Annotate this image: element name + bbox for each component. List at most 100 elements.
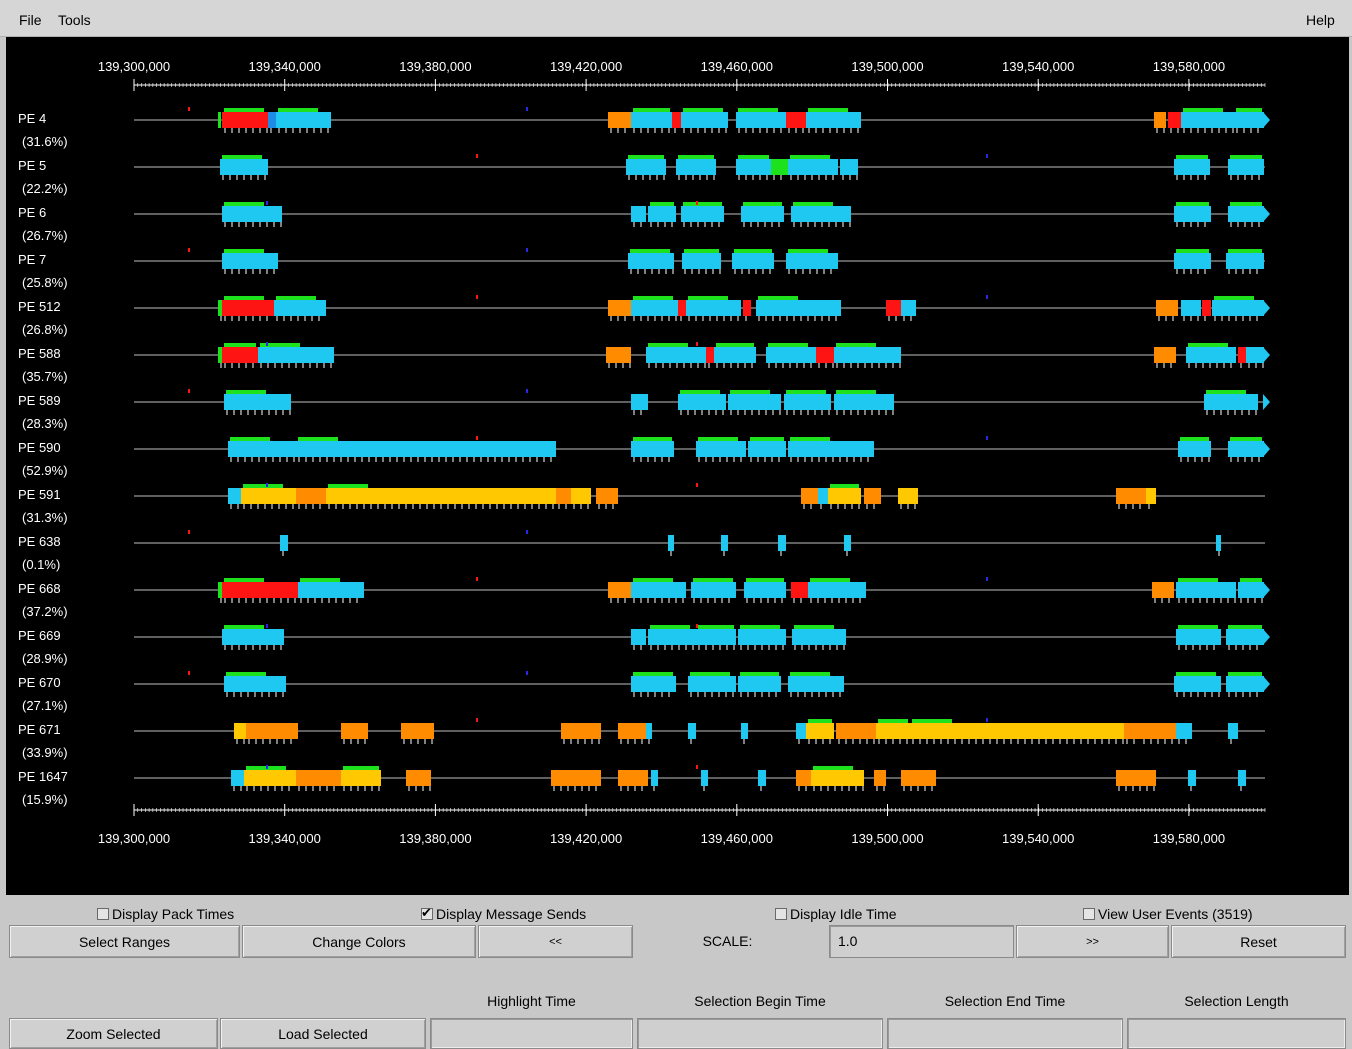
message-sends-checkbox-box[interactable] xyxy=(421,905,433,921)
pe-label: PE 590 xyxy=(18,440,61,455)
entry-block xyxy=(218,582,222,598)
pe-label: PE 668 xyxy=(18,581,61,596)
entry-block xyxy=(816,347,834,363)
user-event-mark xyxy=(986,295,988,299)
entry-block xyxy=(1176,723,1192,739)
bottom-tick-label: 139,380,000 xyxy=(399,831,471,846)
entry-block xyxy=(1204,394,1258,410)
pack-times-checkbox[interactable]: Display Pack Times xyxy=(97,906,234,922)
entry-block xyxy=(732,253,774,269)
selection-begin-label: Selection Begin Time xyxy=(694,993,826,1009)
entry-block xyxy=(741,206,784,222)
menu-tools[interactable]: Tools xyxy=(58,12,91,28)
menu-file[interactable]: File xyxy=(19,12,42,28)
entry-header xyxy=(300,578,340,582)
entry-block xyxy=(626,159,666,175)
entry-block xyxy=(1188,770,1196,786)
user-event-mark xyxy=(696,342,698,346)
entry-block xyxy=(631,300,678,316)
entry-header xyxy=(878,719,908,723)
pe-utilization: (35.7%) xyxy=(22,369,68,384)
entry-block xyxy=(886,300,901,316)
entry-block xyxy=(222,206,282,222)
continues-arrow xyxy=(1263,441,1270,457)
entry-block xyxy=(648,206,676,222)
entry-header xyxy=(794,625,834,629)
continues-arrow xyxy=(1263,206,1270,222)
reset-button[interactable]: Reset xyxy=(1171,925,1346,958)
pe-label: PE 512 xyxy=(18,299,61,314)
entry-block xyxy=(631,676,676,692)
entry-block xyxy=(1228,723,1238,739)
entry-block xyxy=(1116,488,1146,504)
menu-help[interactable]: Help xyxy=(1306,12,1335,28)
entry-block xyxy=(771,159,788,175)
entry-header xyxy=(1176,155,1208,159)
entry-block xyxy=(668,535,674,551)
entry-block xyxy=(1174,206,1211,222)
zoom-selected-button[interactable]: Zoom Selected xyxy=(9,1018,218,1049)
message-sends-checkbox[interactable]: Display Message Sends xyxy=(421,905,587,922)
scroll-left-button[interactable]: << xyxy=(478,925,633,958)
entry-header xyxy=(1178,625,1218,629)
load-selected-button[interactable]: Load Selected xyxy=(220,1018,426,1049)
entry-block xyxy=(608,582,631,598)
entry-header xyxy=(1230,202,1262,206)
entry-block xyxy=(786,253,838,269)
entry-block xyxy=(701,770,708,786)
scale-input[interactable]: 1.0 xyxy=(829,925,1014,958)
entry-block xyxy=(818,488,828,504)
entry-block xyxy=(234,723,246,739)
entry-block xyxy=(791,582,808,598)
continues-arrow xyxy=(1263,347,1270,363)
entry-block xyxy=(696,629,736,645)
idle-time-checkbox-box[interactable] xyxy=(775,908,787,920)
entry-header xyxy=(830,484,859,488)
entry-block xyxy=(1176,582,1236,598)
entry-block xyxy=(834,394,894,410)
pe-label: PE 7 xyxy=(18,252,46,267)
entry-block xyxy=(651,770,658,786)
idle-time-checkbox[interactable]: Display Idle Time xyxy=(775,906,897,922)
bottom-tick-label: 139,500,000 xyxy=(851,831,923,846)
entry-header xyxy=(222,155,262,159)
pe-label: PE 6 xyxy=(18,205,46,220)
entry-header xyxy=(648,343,688,347)
entry-block xyxy=(728,394,781,410)
entry-header xyxy=(224,108,264,112)
user-events-checkbox-box[interactable] xyxy=(1083,908,1095,920)
bottom-tick-label: 139,340,000 xyxy=(249,831,321,846)
entry-block xyxy=(1181,300,1201,316)
entry-block xyxy=(738,676,781,692)
entry-block xyxy=(228,488,241,504)
user-event-mark xyxy=(266,765,268,769)
entry-block xyxy=(618,770,648,786)
pe-utilization: (52.9%) xyxy=(22,463,68,478)
select-ranges-button[interactable]: Select Ranges xyxy=(9,925,240,958)
selection-end-field xyxy=(887,1018,1123,1049)
user-events-checkbox[interactable]: View User Events (3519) xyxy=(1083,906,1253,922)
entry-block xyxy=(1238,582,1264,598)
entry-block xyxy=(748,441,786,457)
entry-block xyxy=(280,535,288,551)
pack-times-checkbox-box[interactable] xyxy=(97,908,109,920)
entry-header xyxy=(790,672,830,676)
user-event-mark xyxy=(188,671,190,675)
top-tick-label: 139,580,000 xyxy=(1153,59,1225,74)
entry-block xyxy=(1154,112,1166,128)
entry-block xyxy=(1181,112,1234,128)
entry-block xyxy=(341,723,368,739)
message-sends-label: Display Message Sends xyxy=(436,906,587,922)
entry-header xyxy=(740,672,779,676)
scroll-right-button[interactable]: >> xyxy=(1016,925,1169,958)
entry-header xyxy=(224,249,264,253)
timeline-panel[interactable]: 139,300,000 139,340,000 139,380,000 139,420… xyxy=(6,37,1349,895)
entry-block xyxy=(1226,676,1264,692)
change-colors-button[interactable]: Change Colors xyxy=(242,925,476,958)
entry-block xyxy=(1212,300,1264,316)
entry-header xyxy=(633,296,673,300)
entry-block xyxy=(1176,629,1221,645)
entry-block xyxy=(224,394,291,410)
entry-block xyxy=(744,582,786,598)
timeline-canvas[interactable]: 139,300,000 139,340,000 139,380,000 139,420… xyxy=(6,37,1349,895)
